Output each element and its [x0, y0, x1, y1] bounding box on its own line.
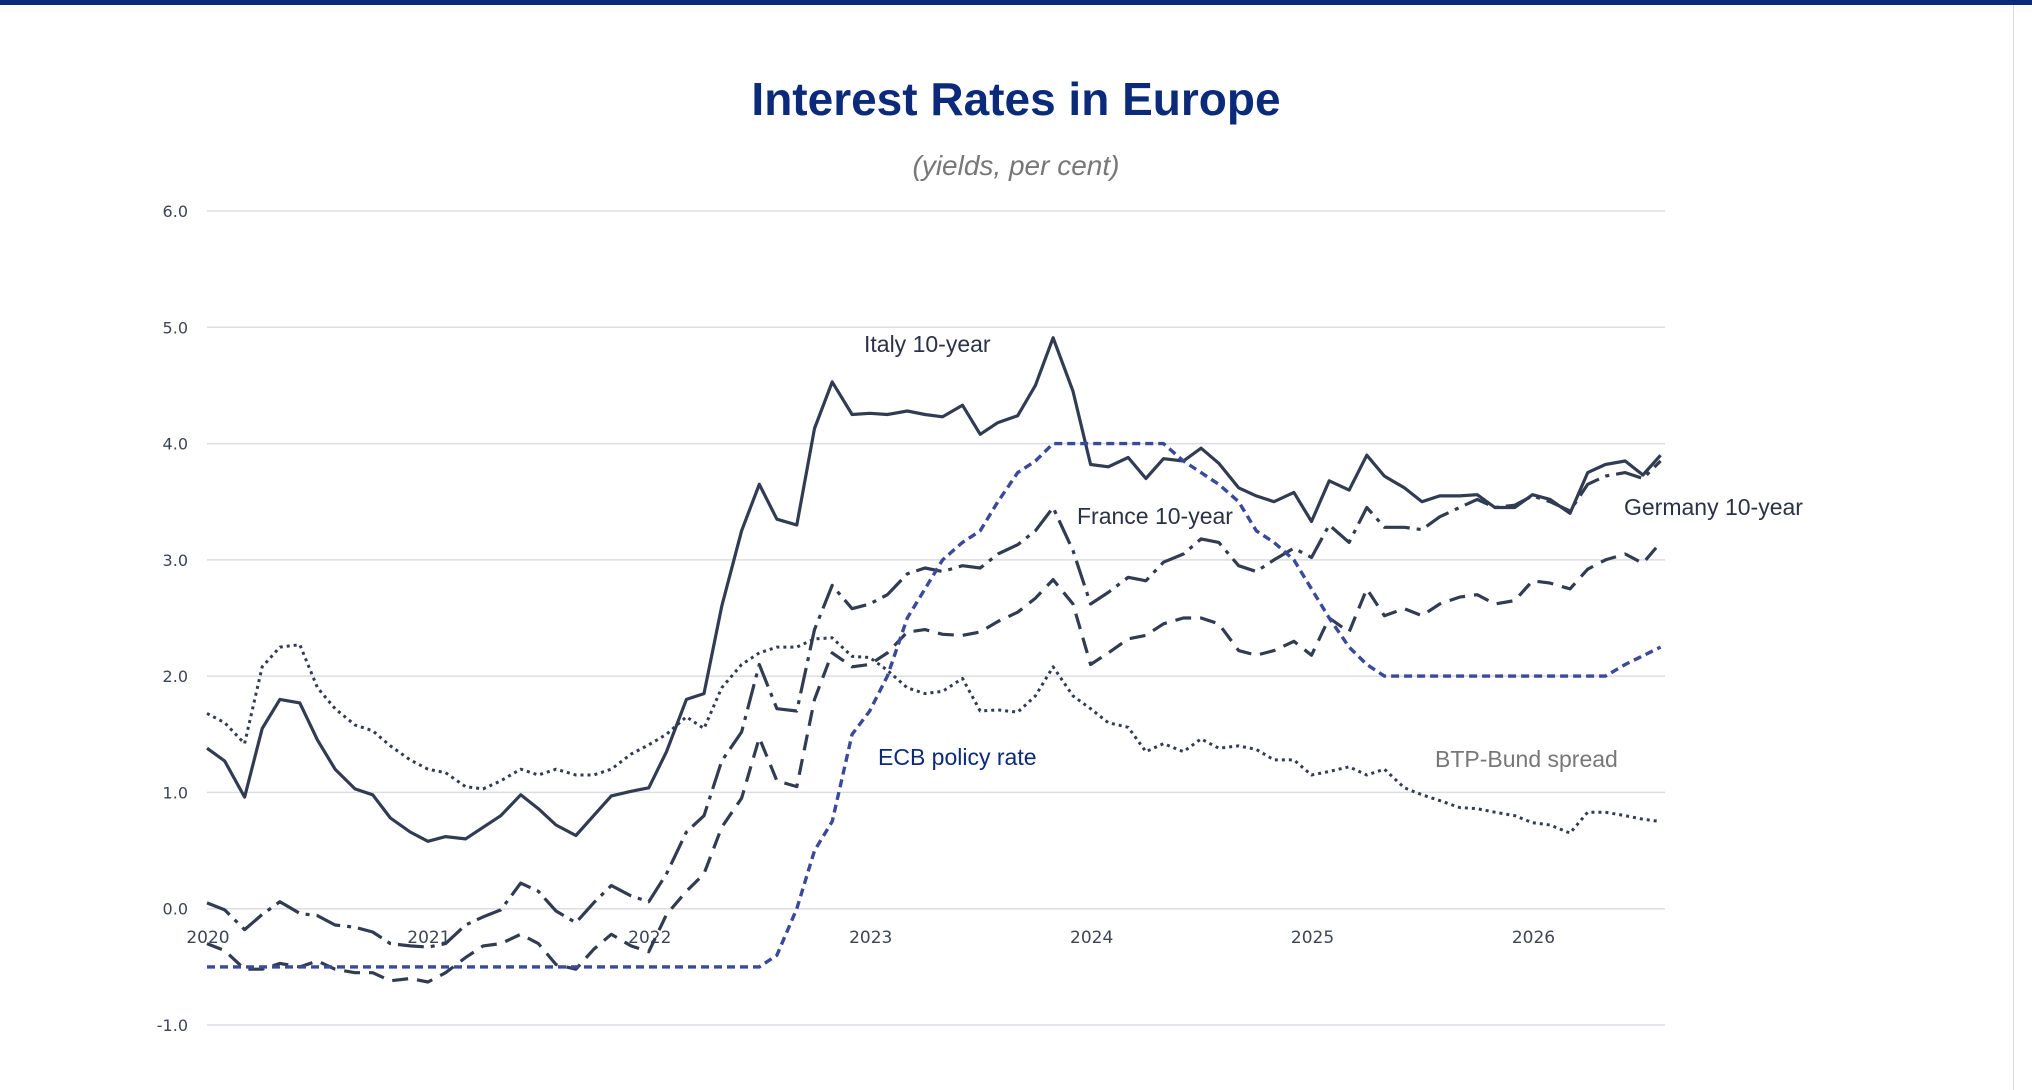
label-ecb: ECB policy rate: [878, 744, 1037, 770]
x-tick-label: 2026: [1512, 928, 1555, 948]
series-lines: [206, 336, 1662, 984]
chart-subtitle: (yields, per cent): [912, 150, 1120, 181]
y-tick-label: 4.0: [163, 435, 188, 454]
right-divider: [2013, 5, 2014, 1090]
series-line-france-10-year: [206, 459, 1662, 949]
series-line-btp-bund-spread: [206, 636, 1661, 835]
x-tick-label: 2021: [407, 928, 450, 948]
x-tick-label: 2022: [628, 928, 671, 948]
x-tick-label: 2020: [186, 928, 229, 948]
chart-title: Interest Rates in Europe: [751, 73, 1281, 125]
series-line-ecb-policy-rate: [207, 441, 1662, 969]
top-accent-bar: [0, 0, 2032, 5]
y-axis-ticks: 6.0 5.0 4.0 3.0 2.0 1.0 0.0 -1.0: [157, 202, 188, 1035]
series-labels: Italy 10-year France 10-year Germany 10-…: [864, 331, 1803, 772]
label-france: France 10-year: [1077, 503, 1233, 529]
y-tick-label: 6.0: [163, 202, 188, 221]
y-tick-label: 2.0: [163, 667, 188, 686]
series-line-italy-10-year: [206, 336, 1662, 843]
series-line-germany-10-year: [206, 541, 1662, 984]
y-tick-label: 5.0: [163, 318, 188, 337]
y-tick-label: -1.0: [157, 1016, 188, 1035]
y-tick-label: 0.0: [163, 900, 188, 919]
x-tick-label: 2023: [849, 928, 892, 948]
label-germany: Germany 10-year: [1624, 494, 1803, 520]
y-tick-label: 1.0: [163, 783, 188, 802]
x-tick-label: 2025: [1291, 928, 1334, 948]
x-tick-label: 2024: [1070, 928, 1113, 948]
label-spread: BTP-Bund spread: [1435, 746, 1618, 772]
y-tick-label: 3.0: [163, 551, 188, 570]
label-italy: Italy 10-year: [864, 331, 991, 357]
gridlines: [207, 210, 1665, 1026]
x-axis-ticks: 2020 2021 2022 2023 2024 2025 2026: [186, 928, 1555, 948]
